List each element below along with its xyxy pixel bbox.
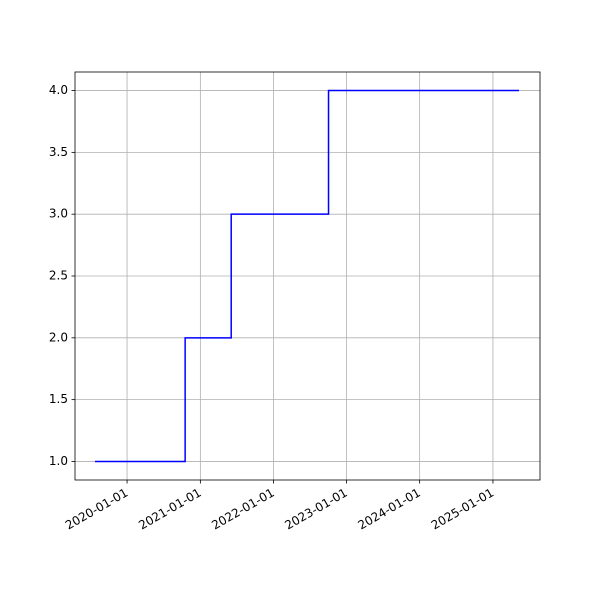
y-tick-label: 2.5	[49, 269, 68, 283]
line	[95, 89, 519, 463]
x-tick-label: 2020-01-01	[63, 486, 130, 533]
y-tick-label: 2.0	[49, 330, 68, 344]
y-tick-label: 1.0	[49, 454, 68, 468]
x-tick-label: 2025-01-01	[429, 486, 496, 533]
x-tick-label: 2021-01-01	[136, 486, 203, 533]
x-tick-label: 2023-01-01	[282, 486, 349, 533]
x-tick-label: 2024-01-01	[355, 486, 422, 533]
y-tick-label: 4.0	[49, 83, 68, 97]
x-tick-label: 2022-01-01	[209, 486, 276, 533]
y-tick-label: 3.5	[49, 145, 68, 159]
plot-frame	[74, 71, 541, 481]
y-tick-label: 1.5	[49, 392, 68, 406]
y-tick-label: 3.0	[49, 207, 68, 221]
